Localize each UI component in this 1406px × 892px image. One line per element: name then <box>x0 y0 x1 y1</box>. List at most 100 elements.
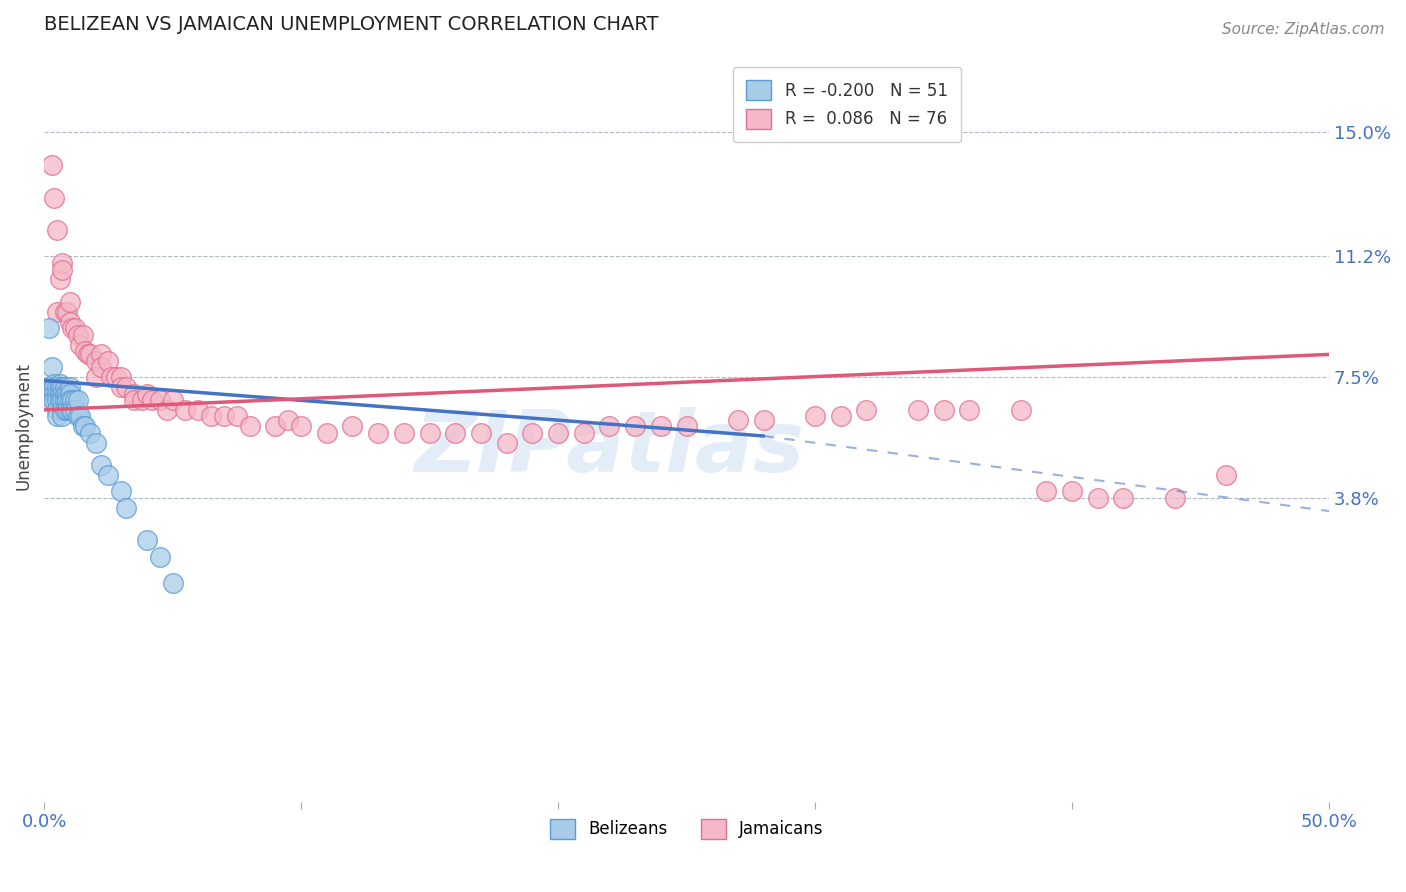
Point <box>315 425 337 440</box>
Point <box>187 403 209 417</box>
Point <box>44 380 66 394</box>
Point <box>75 419 97 434</box>
Point <box>69 337 91 351</box>
Point <box>290 419 312 434</box>
Point <box>1164 491 1187 505</box>
Point <box>41 158 63 172</box>
Point <box>56 305 79 319</box>
Point <box>53 403 76 417</box>
Point <box>135 533 157 548</box>
Point <box>60 393 83 408</box>
Point <box>470 425 492 440</box>
Point <box>53 380 76 394</box>
Point <box>66 393 89 408</box>
Point <box>97 354 120 368</box>
Point <box>66 409 89 424</box>
Point <box>90 360 112 375</box>
Point <box>495 435 517 450</box>
Point <box>1035 484 1057 499</box>
Point <box>51 262 73 277</box>
Point <box>122 386 145 401</box>
Point <box>572 425 595 440</box>
Point <box>46 223 69 237</box>
Point <box>41 360 63 375</box>
Point <box>675 419 697 434</box>
Point <box>51 380 73 394</box>
Point <box>444 425 467 440</box>
Point <box>547 425 569 440</box>
Legend: Belizeans, Jamaicans: Belizeans, Jamaicans <box>543 812 830 846</box>
Point <box>624 419 647 434</box>
Point <box>75 344 97 359</box>
Point <box>598 419 620 434</box>
Point <box>46 403 69 417</box>
Point <box>41 393 63 408</box>
Point <box>59 393 82 408</box>
Point <box>1215 468 1237 483</box>
Point <box>90 347 112 361</box>
Point <box>84 435 107 450</box>
Point <box>79 425 101 440</box>
Point <box>48 386 70 401</box>
Point <box>48 380 70 394</box>
Point <box>225 409 247 424</box>
Point <box>156 403 179 417</box>
Point <box>830 409 852 424</box>
Point <box>84 370 107 384</box>
Point <box>200 409 222 424</box>
Point <box>1087 491 1109 505</box>
Point <box>51 403 73 417</box>
Point <box>46 380 69 394</box>
Point <box>122 393 145 408</box>
Point <box>76 347 98 361</box>
Point <box>53 305 76 319</box>
Point <box>48 393 70 408</box>
Point <box>110 370 132 384</box>
Point <box>60 321 83 335</box>
Point <box>932 403 955 417</box>
Point <box>44 393 66 408</box>
Point <box>60 403 83 417</box>
Point <box>44 386 66 401</box>
Point <box>239 419 262 434</box>
Point <box>419 425 441 440</box>
Point <box>56 386 79 401</box>
Point <box>907 403 929 417</box>
Point <box>48 376 70 391</box>
Point <box>48 272 70 286</box>
Point <box>650 419 672 434</box>
Text: Source: ZipAtlas.com: Source: ZipAtlas.com <box>1222 22 1385 37</box>
Point <box>69 409 91 424</box>
Point <box>56 393 79 408</box>
Point <box>63 393 86 408</box>
Text: ZIPatlas: ZIPatlas <box>415 408 804 491</box>
Point <box>59 386 82 401</box>
Point <box>110 380 132 394</box>
Point <box>44 376 66 391</box>
Point <box>367 425 389 440</box>
Point <box>149 393 172 408</box>
Point <box>84 354 107 368</box>
Point <box>59 315 82 329</box>
Point <box>115 380 138 394</box>
Point <box>100 370 122 384</box>
Point <box>79 347 101 361</box>
Point <box>59 295 82 310</box>
Point <box>72 327 94 342</box>
Point <box>392 425 415 440</box>
Point <box>46 386 69 401</box>
Point <box>46 305 69 319</box>
Point <box>141 393 163 408</box>
Point <box>131 393 153 408</box>
Point <box>149 549 172 564</box>
Point <box>72 419 94 434</box>
Point <box>174 403 197 417</box>
Point <box>264 419 287 434</box>
Point <box>212 409 235 424</box>
Y-axis label: Unemployment: Unemployment <box>15 362 32 490</box>
Point <box>522 425 544 440</box>
Point <box>110 484 132 499</box>
Point <box>135 386 157 401</box>
Point <box>53 393 76 408</box>
Point <box>59 380 82 394</box>
